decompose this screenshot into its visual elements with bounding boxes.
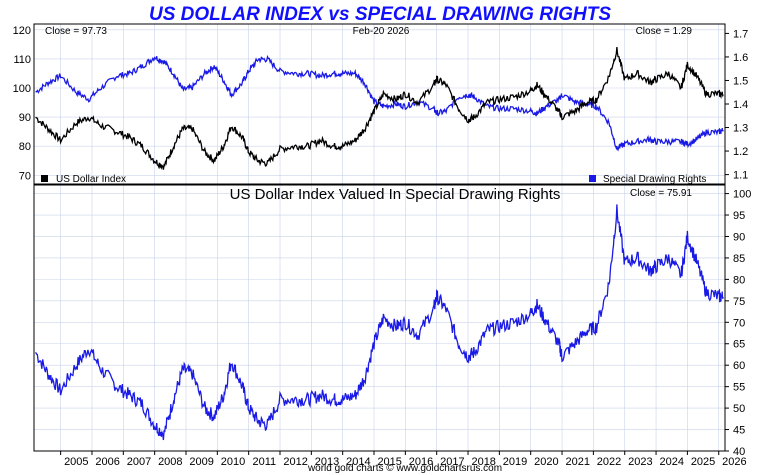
bottom-series-line bbox=[35, 204, 724, 441]
top-close-right: Close = 1.29 bbox=[636, 26, 693, 37]
top-ytick-left-label: 90 bbox=[19, 112, 31, 124]
xtick-label: 2013 bbox=[315, 456, 339, 468]
bottom-ytick-label: 60 bbox=[733, 360, 745, 372]
top-ytick-left-label: 110 bbox=[13, 54, 31, 66]
legend-sdr-label: Special Drawing Rights bbox=[603, 174, 706, 185]
series-line-usd-in-sdr bbox=[35, 204, 724, 441]
footer-credit: world gold charts © www.goldchartsrus.co… bbox=[307, 463, 502, 474]
xtick-label: 2010 bbox=[221, 456, 245, 468]
xtick-label: 2018 bbox=[471, 456, 495, 468]
legend-usd-label: US Dollar Index bbox=[56, 174, 126, 185]
top-close-left: Close = 97.73 bbox=[45, 26, 107, 37]
legend-sdr-swatch bbox=[589, 175, 596, 182]
xtick-label: 2009 bbox=[189, 456, 213, 468]
top-yticks-left: 120 110 100 90 80 70 bbox=[13, 25, 31, 182]
xtick-label: 2015 bbox=[377, 456, 401, 468]
xtick-label: 2020 bbox=[534, 456, 558, 468]
bottom-ytick-label: 40 bbox=[733, 446, 745, 458]
bottom-ytick-label: 50 bbox=[733, 403, 745, 415]
top-ytick-left-label: 70 bbox=[19, 170, 31, 182]
top-ytick-right-label: 1.4 bbox=[733, 99, 748, 111]
top-ytick-right-label: 1.7 bbox=[733, 28, 748, 40]
bottom-yticks: 100 95 90 85 80 75 70 65 60 55 50 45 40 bbox=[725, 189, 751, 458]
xtick-label: 2019 bbox=[503, 456, 527, 468]
xtick-label: 2023 bbox=[628, 456, 652, 468]
bottom-panel: US Dollar Index Valued In Special Drawin… bbox=[33, 184, 751, 468]
xtick-label: 2022 bbox=[597, 456, 621, 468]
xtick-label: 2017 bbox=[440, 456, 464, 468]
xtick-label: 2007 bbox=[127, 456, 151, 468]
top-ytick-right-label: 1.2 bbox=[733, 146, 748, 158]
top-ytick-right-label: 1.5 bbox=[733, 75, 748, 87]
xtick-label: 2024 bbox=[659, 456, 683, 468]
top-ytick-left-label: 80 bbox=[19, 141, 31, 153]
bottom-ytick-label: 95 bbox=[733, 210, 745, 222]
xtick-label: 2026 bbox=[722, 456, 746, 468]
bottom-ytick-label: 85 bbox=[733, 253, 745, 265]
bottom-ytick-label: 70 bbox=[733, 317, 745, 329]
x-axis-ticks: 2005 2006 2007 2008 2009 2010 2011 2012 2013 2014… bbox=[60, 451, 747, 468]
top-ytick-right-label: 1.1 bbox=[733, 170, 748, 182]
series-line-sdr bbox=[35, 54, 724, 152]
date-label: Feb-20 2026 bbox=[353, 26, 410, 37]
xtick-label: 2014 bbox=[346, 456, 370, 468]
bottom-panel-frame bbox=[33, 184, 726, 452]
top-ytick-left-label: 120 bbox=[13, 25, 31, 37]
top-series-lines bbox=[35, 46, 724, 170]
top-panel: Close = 97.73 Feb-20 2026 Close = 1.29 1… bbox=[13, 23, 748, 185]
bottom-ytick-label: 90 bbox=[733, 231, 745, 243]
bottom-grid bbox=[34, 185, 725, 452]
xtick-label: 2025 bbox=[691, 456, 715, 468]
top-yticks-right: 1.7 1.6 1.5 1.4 1.3 1.2 1.1 bbox=[725, 28, 748, 182]
bottom-ytick-label: 55 bbox=[733, 382, 745, 394]
bottom-close-right: Close = 75.91 bbox=[630, 188, 692, 199]
series-line-usd bbox=[35, 46, 724, 170]
chart-title: US DOLLAR INDEX vs SPECIAL DRAWING RIGHT… bbox=[149, 4, 611, 25]
bottom-ytick-label: 100 bbox=[733, 189, 751, 201]
xtick-label: 2012 bbox=[283, 456, 307, 468]
xtick-label: 2011 bbox=[253, 456, 277, 468]
xtick-label: 2006 bbox=[95, 456, 119, 468]
xtick-label: 2021 bbox=[565, 456, 589, 468]
xtick-label: 2005 bbox=[64, 456, 88, 468]
legend-usd-swatch bbox=[41, 175, 48, 182]
bottom-title: US Dollar Index Valued In Special Drawin… bbox=[230, 186, 561, 203]
xtick-label: 2016 bbox=[409, 456, 433, 468]
top-ytick-right-label: 1.6 bbox=[733, 52, 748, 64]
bottom-ytick-label: 45 bbox=[733, 425, 745, 437]
bottom-ytick-label: 80 bbox=[733, 274, 745, 286]
xtick-label: 2008 bbox=[158, 456, 182, 468]
top-ytick-left-label: 100 bbox=[13, 83, 31, 95]
bottom-ytick-label: 65 bbox=[733, 339, 745, 351]
top-ytick-right-label: 1.3 bbox=[733, 123, 748, 135]
bottom-ytick-label: 75 bbox=[733, 296, 745, 308]
